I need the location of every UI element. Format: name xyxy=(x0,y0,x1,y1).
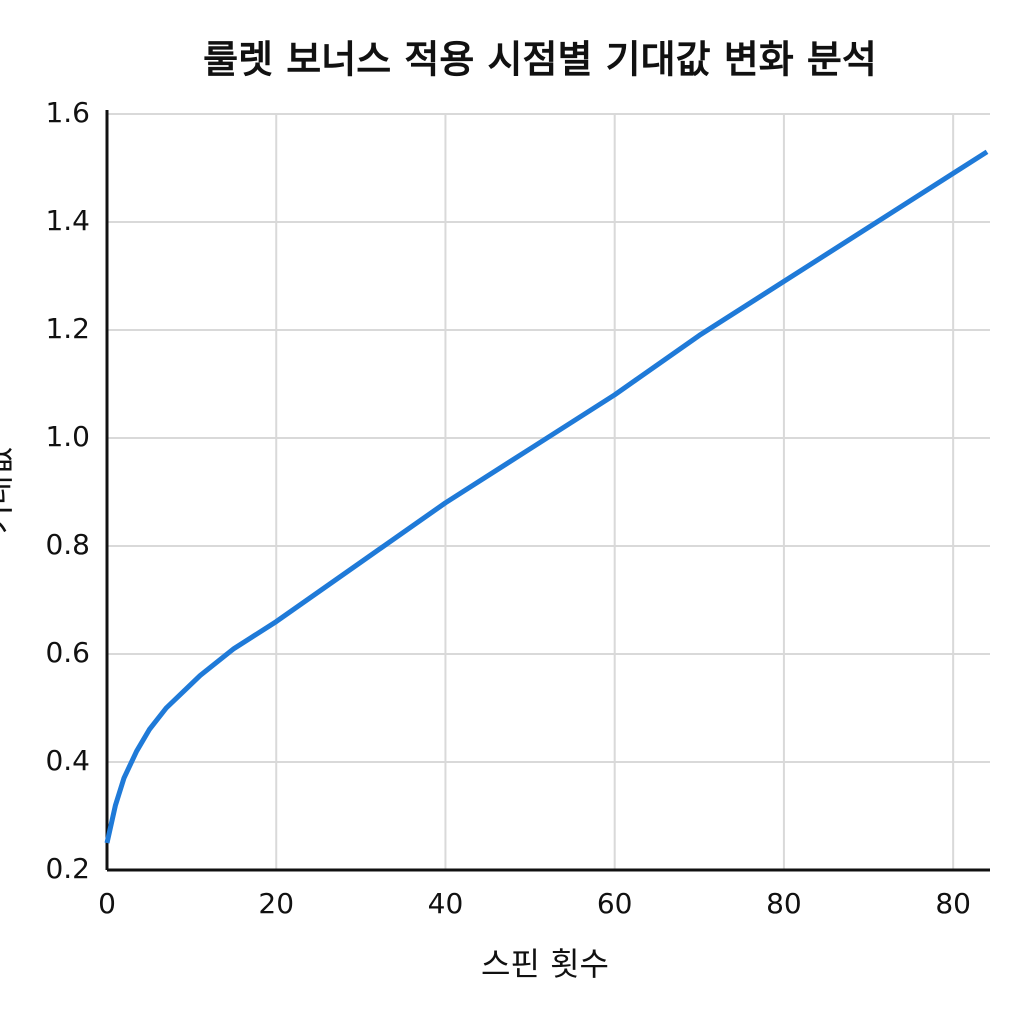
x-tick-label: 20 xyxy=(258,887,294,920)
x-tick-label: 0 xyxy=(98,887,116,920)
y-tick-label: 1.4 xyxy=(45,204,90,237)
chart-title: 룰렛 보너스 적용 시점별 기대값 변화 분석 xyxy=(203,38,877,82)
y-tick-label: 1.0 xyxy=(45,420,90,453)
x-tick-label: 80 xyxy=(766,887,802,920)
y-tick-label: 0.4 xyxy=(45,744,90,777)
y-tick-label: 1.6 xyxy=(45,96,90,129)
y-tick-label: 1.2 xyxy=(45,312,90,345)
x-tick-label: 60 xyxy=(597,887,633,920)
x-tick-label: 80 xyxy=(935,887,971,920)
y-tick-label: 0.6 xyxy=(45,636,90,669)
y-tick-label: 0.8 xyxy=(45,528,90,561)
x-axis-label: 스핀 횟수 xyxy=(481,945,609,983)
y-tick-label: 0.2 xyxy=(45,852,90,885)
data-line xyxy=(104,149,989,844)
y-axis-label: 기대값 xyxy=(0,446,17,534)
x-tick-label: 40 xyxy=(428,887,464,920)
